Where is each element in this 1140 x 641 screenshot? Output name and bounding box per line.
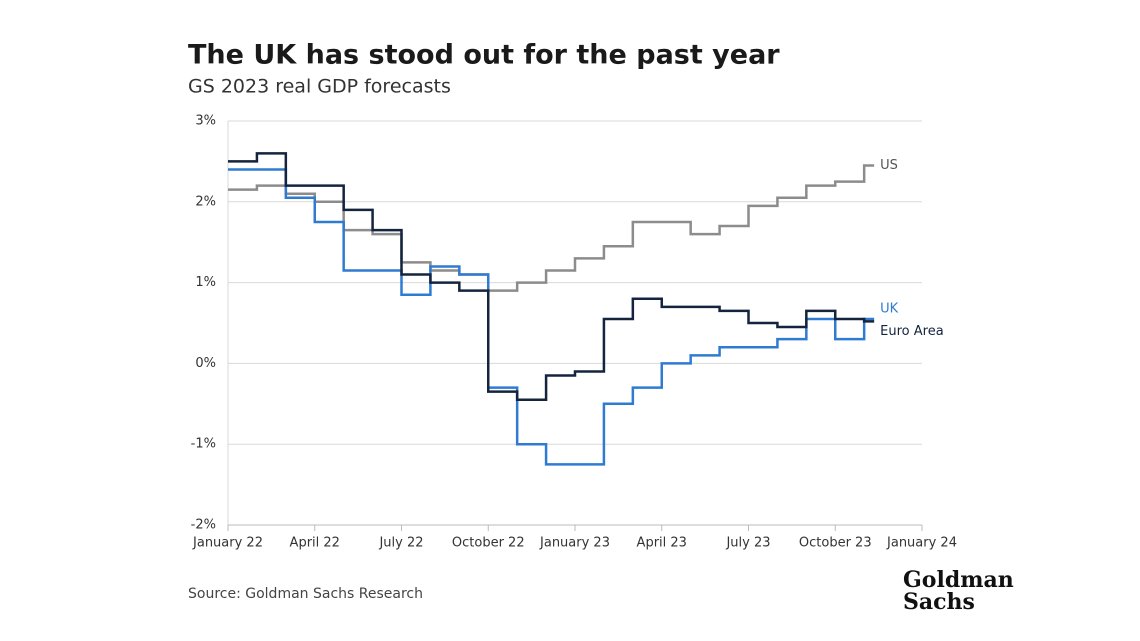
logo: Goldman (903, 567, 1014, 593)
x-tick-label: July 23 (725, 536, 770, 551)
series-label: US (880, 158, 898, 173)
series-line (228, 152, 875, 402)
y-tick-label: -2% (191, 518, 216, 533)
x-tick-label: July 22 (378, 536, 423, 551)
logo: Sachs (903, 589, 975, 615)
y-tick-label: 3% (195, 114, 216, 129)
x-tick-label: April 22 (290, 536, 340, 551)
y-tick-label: 0% (195, 356, 216, 371)
series-line (228, 168, 875, 466)
x-tick-label: January 24 (886, 536, 957, 551)
source: Source: Goldman Sachs Research (188, 586, 423, 602)
x-tick-label: January 23 (539, 536, 610, 551)
x-tick-label: January 22 (192, 536, 263, 551)
series-label: Euro Area (880, 324, 944, 339)
x-tick-label: October 23 (799, 536, 872, 551)
chart-title: The UK has stood out for the past year (188, 40, 780, 71)
chart-subtitle: GS 2023 real GDP forecasts (188, 76, 451, 98)
y-tick-label: 1% (195, 275, 216, 290)
y-tick-label: 2% (195, 194, 216, 209)
series-label: UK (880, 301, 899, 316)
y-tick-label: -1% (191, 437, 216, 452)
x-tick-label: October 22 (452, 536, 525, 551)
x-tick-label: April 23 (637, 536, 687, 551)
series-line (228, 164, 875, 292)
